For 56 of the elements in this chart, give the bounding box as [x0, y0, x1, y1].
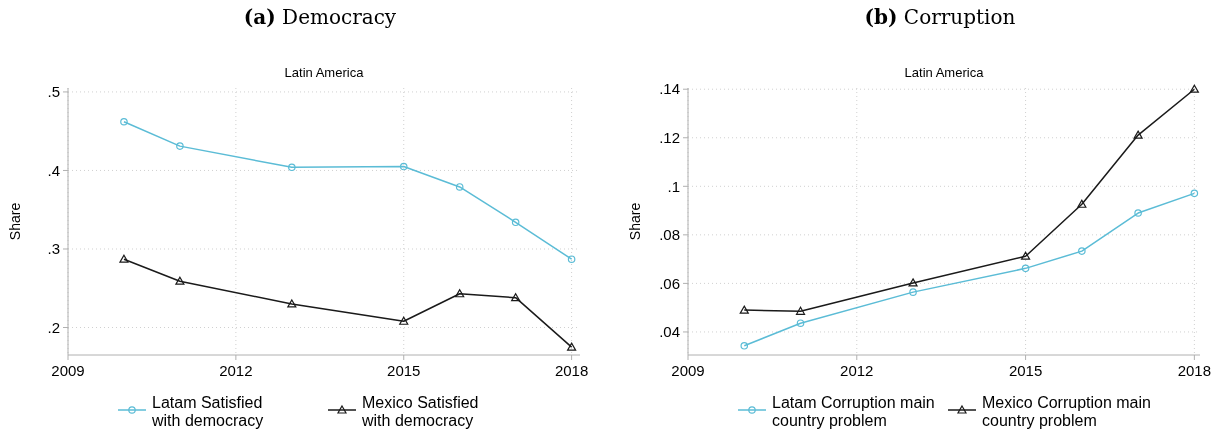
x-tick-label: 2018: [554, 362, 589, 379]
point: [1020, 251, 1031, 260]
point: [1021, 264, 1030, 273]
point: [455, 183, 464, 191]
x-tick-label: 2015: [387, 362, 421, 379]
x-tick-label: 2012: [219, 362, 253, 379]
legend-label: Mexico Corruption main country problem: [982, 394, 1151, 429]
point: [287, 299, 297, 308]
point: [175, 276, 185, 285]
x-tick-label: 2012: [840, 362, 874, 379]
point: [796, 319, 805, 327]
point: [1133, 130, 1143, 139]
point: [399, 162, 408, 171]
x-tick-label: 2018: [1177, 362, 1212, 379]
point: [511, 293, 521, 302]
legend-label: Latam Satisfied with democracy: [151, 394, 264, 429]
x-tick-label: 2015: [1008, 362, 1043, 379]
point: [1190, 189, 1199, 198]
point: [288, 163, 296, 172]
y-tick-label: .4: [47, 161, 60, 179]
y-tick-label: .14: [659, 80, 680, 98]
point: [567, 255, 576, 263]
point: [176, 142, 184, 150]
point: [1077, 199, 1087, 208]
chart-title: (b) Corruption: [864, 5, 1016, 29]
y-tick-label: .5: [47, 83, 60, 101]
y-tick-label: .1: [667, 177, 680, 195]
y-axis-title: Share: [627, 202, 643, 241]
y-tick-label: .08: [659, 226, 680, 244]
point: [567, 342, 577, 351]
y-tick-label: .12: [659, 129, 680, 147]
legend-label: Latam Corruption main country problem: [772, 394, 935, 429]
point: [119, 254, 129, 263]
chart-title: (a) Democracy: [243, 5, 397, 29]
point: [120, 117, 128, 126]
y-tick-label: .3: [47, 240, 60, 258]
y-tick-label: .04: [659, 323, 680, 341]
y-tick-label: .2: [47, 318, 60, 336]
point: [908, 278, 918, 287]
chart-subtitle: Latin America: [284, 65, 365, 80]
legend-label: Mexico Satisfied with democracy: [361, 394, 479, 429]
chart-subtitle: Latin America: [904, 65, 985, 80]
point: [399, 316, 409, 325]
point: [740, 341, 749, 350]
point: [455, 289, 465, 298]
point: [1134, 209, 1142, 217]
x-tick-label: 2009: [671, 362, 705, 379]
point: [909, 288, 917, 296]
point: [1078, 247, 1086, 255]
y-axis-title: Share: [7, 202, 23, 241]
point: [511, 218, 520, 227]
x-tick-label: 2009: [51, 362, 85, 379]
y-tick-label: .06: [659, 274, 680, 292]
point: [739, 305, 749, 314]
point: [1189, 84, 1199, 93]
point: [795, 306, 806, 315]
